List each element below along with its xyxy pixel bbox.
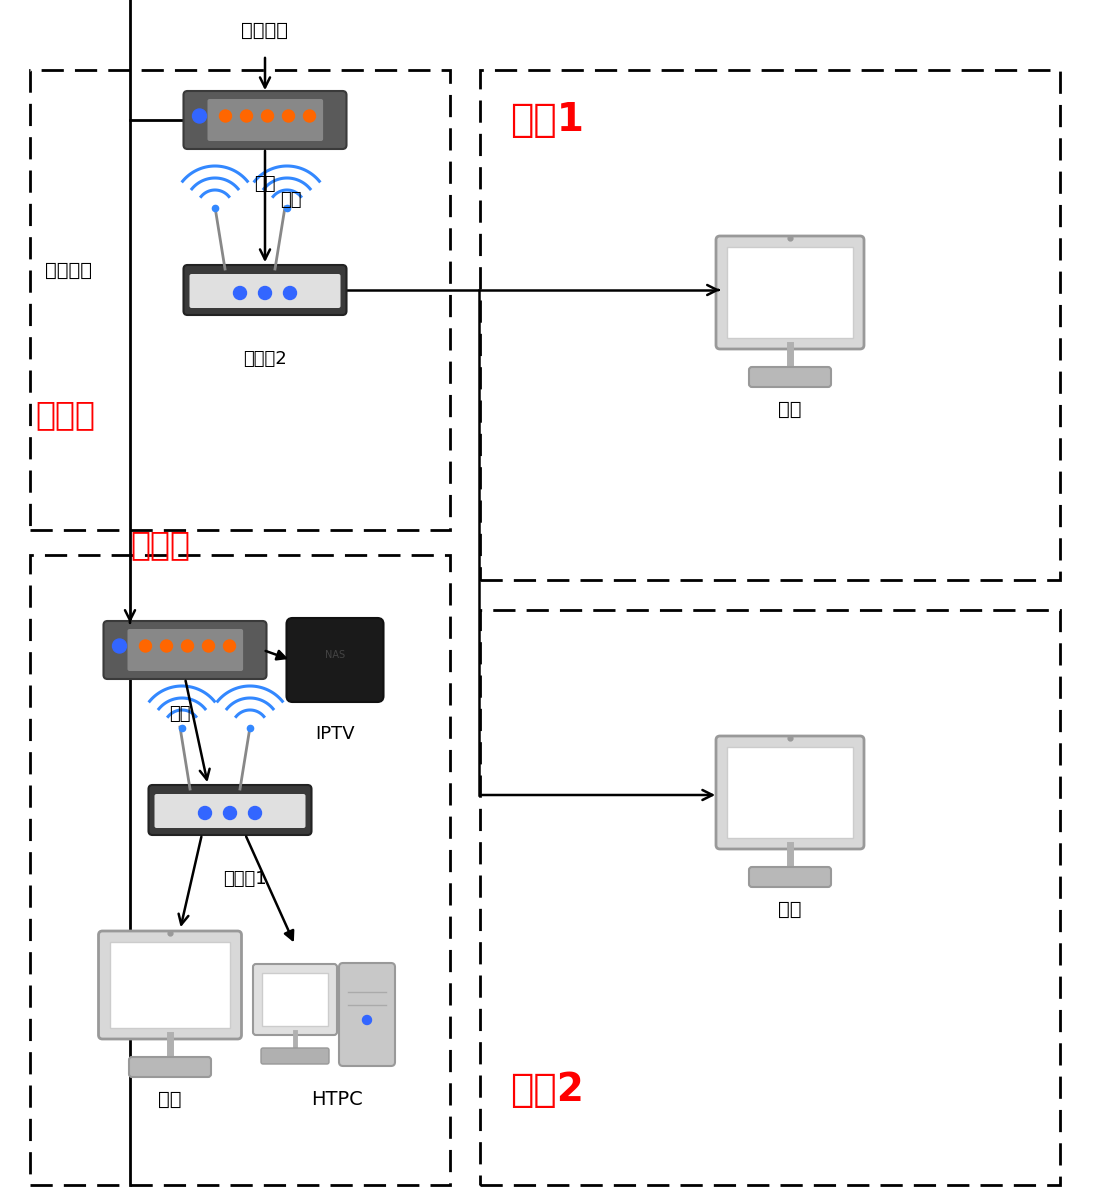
Text: IPTV: IPTV bbox=[315, 725, 354, 743]
FancyBboxPatch shape bbox=[261, 1048, 329, 1064]
Circle shape bbox=[199, 806, 212, 820]
Circle shape bbox=[283, 287, 296, 300]
Text: 卧室1: 卧室1 bbox=[510, 101, 584, 139]
Circle shape bbox=[283, 110, 294, 122]
Text: NAS: NAS bbox=[325, 650, 346, 660]
Circle shape bbox=[192, 109, 206, 122]
Circle shape bbox=[249, 806, 261, 820]
FancyBboxPatch shape bbox=[99, 931, 241, 1039]
Circle shape bbox=[240, 110, 252, 122]
Circle shape bbox=[224, 806, 237, 820]
Bar bbox=[480, 70, 1060, 580]
Circle shape bbox=[181, 640, 193, 652]
Text: 电视柜: 电视柜 bbox=[131, 528, 190, 562]
FancyBboxPatch shape bbox=[716, 736, 864, 850]
Text: 弱电箱: 弱电箱 bbox=[35, 398, 95, 432]
Text: 移动光纤: 移动光纤 bbox=[241, 20, 289, 40]
Text: HTPC: HTPC bbox=[312, 1090, 363, 1109]
FancyBboxPatch shape bbox=[207, 98, 324, 140]
Text: 电视: 电视 bbox=[778, 900, 802, 919]
Text: 路由器2: 路由器2 bbox=[244, 350, 287, 368]
FancyBboxPatch shape bbox=[190, 274, 340, 308]
Text: 电视: 电视 bbox=[778, 400, 802, 419]
Bar bbox=[110, 942, 230, 1028]
Circle shape bbox=[139, 640, 151, 652]
Circle shape bbox=[259, 287, 271, 300]
Text: 路由器1: 路由器1 bbox=[223, 870, 267, 888]
FancyBboxPatch shape bbox=[749, 866, 832, 887]
FancyBboxPatch shape bbox=[155, 794, 305, 828]
FancyBboxPatch shape bbox=[129, 1057, 211, 1078]
Circle shape bbox=[261, 110, 273, 122]
Text: 电信光纤: 电信光纤 bbox=[45, 260, 91, 280]
FancyBboxPatch shape bbox=[749, 367, 832, 386]
Text: 卧室2: 卧室2 bbox=[510, 1070, 584, 1109]
FancyBboxPatch shape bbox=[127, 629, 244, 671]
FancyBboxPatch shape bbox=[253, 964, 337, 1034]
Circle shape bbox=[234, 287, 247, 300]
Circle shape bbox=[304, 110, 316, 122]
Circle shape bbox=[203, 640, 215, 652]
Circle shape bbox=[362, 1015, 372, 1025]
Text: 光猫: 光猫 bbox=[280, 191, 302, 209]
FancyBboxPatch shape bbox=[716, 236, 864, 349]
Text: 光猫: 光猫 bbox=[169, 704, 191, 722]
Bar bbox=[727, 247, 853, 338]
Circle shape bbox=[224, 640, 236, 652]
Circle shape bbox=[113, 638, 126, 653]
FancyBboxPatch shape bbox=[286, 618, 384, 702]
Text: 光猫: 光猫 bbox=[255, 175, 275, 193]
Bar bbox=[30, 70, 450, 530]
Bar bbox=[727, 746, 853, 838]
FancyBboxPatch shape bbox=[183, 265, 347, 314]
Circle shape bbox=[219, 110, 231, 122]
FancyBboxPatch shape bbox=[183, 91, 347, 149]
FancyBboxPatch shape bbox=[103, 622, 267, 679]
Bar bbox=[262, 973, 328, 1026]
Bar bbox=[30, 554, 450, 1186]
FancyBboxPatch shape bbox=[148, 785, 312, 835]
Text: 电视: 电视 bbox=[158, 1090, 182, 1109]
Bar bbox=[480, 610, 1060, 1186]
FancyBboxPatch shape bbox=[339, 962, 395, 1066]
Circle shape bbox=[160, 640, 172, 652]
